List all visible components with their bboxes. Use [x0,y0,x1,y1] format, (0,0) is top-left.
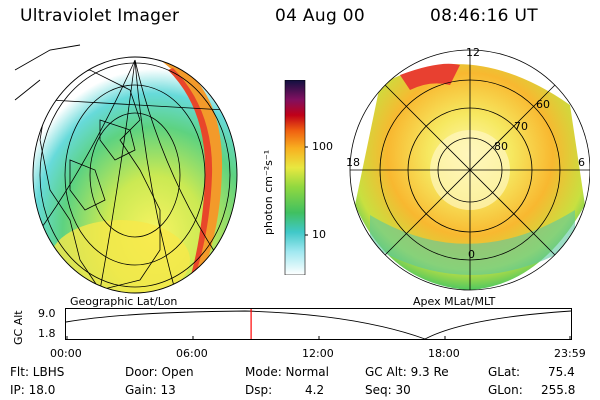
mlt-label-0: 0 [468,248,475,261]
altitude-tick-high: 9.0 [38,307,56,320]
dsp-value: 4.2 [305,383,325,397]
mlt-label-6: 6 [578,156,585,169]
door-status: Door: Open [125,365,194,379]
observation-time: 08:46:16 UT [430,6,538,26]
lat-label-70: 70 [514,120,528,133]
time-tick-2359: 23:59 [554,347,586,360]
mode-status: Mode: Normal [245,365,329,379]
geographic-auroral-image [14,44,238,294]
glon-value: 255.8 [541,383,576,397]
time-tick-0000: 00:00 [50,347,82,360]
lat-label-60: 60 [536,98,550,111]
seq-status: Seq: 30 [365,383,411,397]
time-tick-1800: 18:00 [428,347,460,360]
magnetic-auroral-image [349,49,590,291]
colorbar-tick-10: 10 [312,228,326,241]
altitude-axis-label: GC Alt [12,310,25,345]
colorbar-unit-label: photon cm⁻²s⁻¹ [262,149,275,235]
gc-alt-status: GC Alt: 9.3 Re [365,365,449,379]
dsp-label: Dsp: [245,383,273,397]
lat-label-80: 80 [494,140,508,153]
magnetic-caption: Apex MLat/MLT [413,295,496,308]
instrument-title: Ultraviolet Imager [20,6,180,26]
observation-date: 04 Aug 00 [275,6,365,26]
altitude-tick-low: 1.8 [38,327,56,340]
glat-value: 75.4 [548,365,575,379]
mlt-label-18: 18 [346,156,360,169]
time-tick-0600: 06:00 [176,347,208,360]
mlt-label-12: 12 [466,46,480,59]
altitude-plot [65,308,572,340]
glat-label: GLat: [488,365,521,379]
intensity-colorbar [284,80,308,275]
geographic-caption: Geographic Lat/Lon [70,295,178,308]
filter-status: Flt: LBHS [10,365,65,379]
glon-label: GLon: [488,383,523,397]
time-tick-1200: 12:00 [302,347,334,360]
colorbar-tick-100: 100 [312,140,333,153]
ip-status: IP: 18.0 [10,383,56,397]
gain-status: Gain: 13 [125,383,176,397]
